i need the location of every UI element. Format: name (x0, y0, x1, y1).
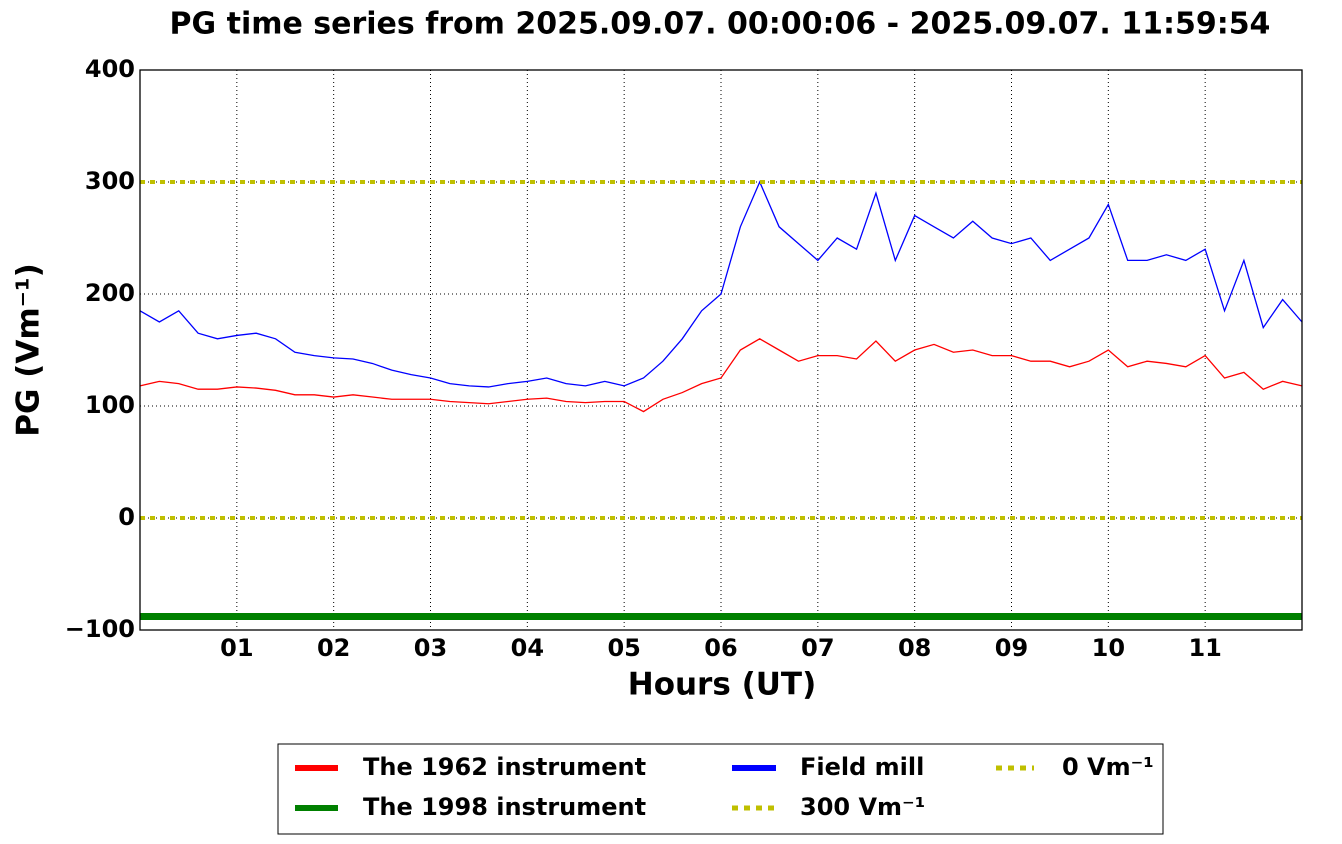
y-tick-label: 200 (85, 279, 135, 307)
data-line (139, 180, 1303, 388)
x-axis-label: Hours (UT) (628, 667, 817, 703)
y-tick-label: −100 (65, 615, 135, 643)
legend-label: The 1962 instrument (363, 753, 646, 781)
x-tick-label: 01 (220, 634, 253, 662)
x-tick-label: 11 (1188, 634, 1221, 662)
y-tick-label: 0 (118, 503, 135, 531)
x-tick-label: 03 (414, 634, 447, 662)
legend-label: 0 Vm⁻¹ (1062, 753, 1154, 781)
x-tick-label: 05 (607, 634, 640, 662)
data-line (139, 338, 1303, 413)
y-tick-label: 100 (85, 391, 135, 419)
legend-label: Field mill (800, 753, 924, 781)
legend-label: The 1998 instrument (363, 793, 646, 821)
x-tick-label: 02 (317, 634, 350, 662)
x-tick-label: 04 (511, 634, 544, 662)
x-tick-label: 07 (801, 634, 834, 662)
y-axis-label: PG (Vm⁻¹) (11, 263, 47, 437)
x-tick-label: 09 (995, 634, 1028, 662)
x-tick-label: 06 (704, 634, 737, 662)
y-tick-label: 300 (85, 167, 135, 195)
plot-frame (139, 69, 1303, 631)
legend-box (277, 743, 1164, 835)
chart-title: PG time series from 2025.09.07. 00:00:06… (170, 7, 1271, 42)
y-tick-label: 400 (85, 55, 135, 83)
x-tick-label: 10 (1092, 634, 1125, 662)
x-tick-label: 08 (898, 634, 931, 662)
legend-label: 300 Vm⁻¹ (800, 793, 925, 821)
